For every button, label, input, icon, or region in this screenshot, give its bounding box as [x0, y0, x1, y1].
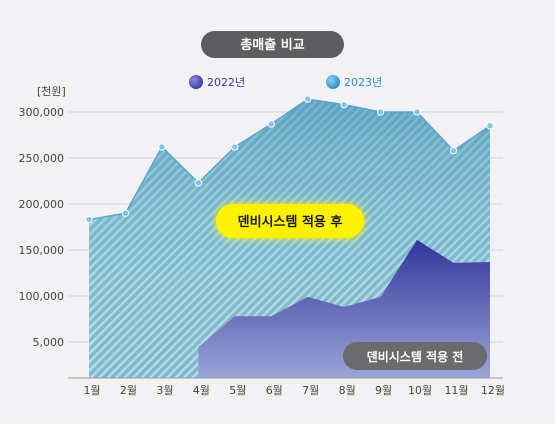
- point-2023: [377, 109, 383, 115]
- point-2023: [450, 147, 456, 153]
- annotation-before-text: 덴비시스템 적용 전: [367, 349, 464, 364]
- point-2023: [232, 144, 238, 150]
- legend-label-2023: 2023년: [344, 76, 382, 89]
- chart-title-text: 총매출 비교: [240, 37, 304, 53]
- point-2023: [86, 216, 92, 222]
- y-tick-label: 100,000: [19, 290, 65, 303]
- annotation-after: 덴비시스템 적용 후: [216, 204, 364, 238]
- x-tick-label: 7월: [302, 384, 319, 397]
- point-2023: [341, 101, 347, 107]
- y-tick-label: 300,000: [19, 106, 65, 119]
- y-axis-ticks: 300,000 250,000 200,000 150,000 100,000 5,000: [19, 106, 65, 349]
- chart-title: 총매출 비교: [201, 31, 344, 58]
- x-tick-label: 1월: [83, 384, 100, 397]
- x-tick-label: 10월: [408, 384, 432, 397]
- x-tick-label: 2월: [120, 384, 137, 397]
- x-tick-label: 11월: [444, 384, 468, 397]
- x-tick-label: 6월: [266, 384, 283, 397]
- legend-marker-2023: [326, 75, 340, 89]
- x-tick-label: 12월: [481, 384, 505, 397]
- y-tick-label: 250,000: [19, 152, 65, 165]
- legend-label-2022: 2022년: [207, 76, 245, 89]
- point-2023: [305, 96, 311, 102]
- point-2023: [122, 210, 128, 216]
- legend-marker-2022: [189, 75, 203, 89]
- x-tick-label: 9월: [375, 384, 392, 397]
- x-tick-label: 3월: [156, 384, 173, 397]
- annotation-before: 덴비시스템 적용 전: [343, 342, 487, 370]
- x-tick-label: 8월: [339, 384, 356, 397]
- y-tick-label: 200,000: [19, 198, 65, 211]
- point-2023: [268, 121, 274, 127]
- point-2023: [159, 144, 165, 150]
- legend: 2022년 2023년: [189, 75, 382, 89]
- point-2023: [195, 180, 201, 186]
- x-tick-label: 4월: [193, 384, 210, 397]
- point-2023: [487, 123, 493, 129]
- x-tick-label: 5월: [229, 384, 246, 397]
- y-unit-label: [천원]: [37, 84, 66, 98]
- x-axis-ticks: 1월 2월 3월 4월 5월 6월 7월 8월 9월 10월 11월 12월: [83, 384, 505, 397]
- y-tick-label: 5,000: [33, 336, 65, 349]
- y-tick-label: 150,000: [19, 244, 65, 257]
- annotation-after-text: 덴비시스템 적용 후: [238, 214, 343, 230]
- point-2023: [414, 109, 420, 115]
